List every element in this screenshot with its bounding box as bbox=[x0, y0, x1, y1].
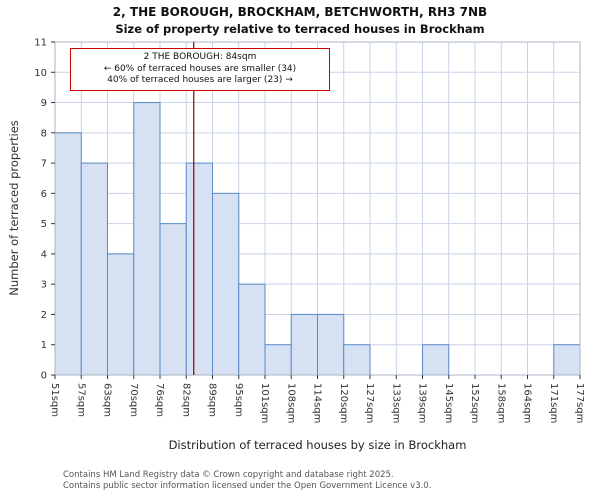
y-tick-label: 0 bbox=[41, 371, 47, 382]
chart-subtitle: Size of property relative to terraced ho… bbox=[115, 22, 485, 36]
x-tick-label: 57sqm bbox=[75, 383, 86, 417]
y-tick-label: 9 bbox=[41, 98, 47, 109]
annotation-line-larger: 40% of terraced houses are larger (23) → bbox=[107, 75, 293, 86]
y-tick-label: 3 bbox=[41, 280, 47, 291]
bar bbox=[264, 344, 292, 376]
y-tick-label: 1 bbox=[41, 340, 47, 351]
y-tick-label: 11 bbox=[34, 38, 47, 49]
y-tick-label: 5 bbox=[41, 219, 47, 230]
annotation-box: 2 THE BOROUGH: 84sqm ← 60% of terraced h… bbox=[70, 48, 330, 92]
x-axis-label: Distribution of terraced houses by size … bbox=[168, 438, 467, 452]
annotation-line-property: 2 THE BOROUGH: 84sqm bbox=[143, 52, 257, 62]
x-tick-label: 89sqm bbox=[207, 383, 218, 417]
bar bbox=[159, 223, 187, 376]
x-tick-label: 108sqm bbox=[285, 383, 296, 423]
y-tick-label: 2 bbox=[41, 310, 47, 321]
bar bbox=[317, 313, 345, 376]
chart-title: 2, THE BOROUGH, BROCKHAM, BETCHWORTH, RH… bbox=[112, 5, 488, 19]
footer-attribution-hm-land-registry: Contains HM Land Registry data © Crown c… bbox=[63, 470, 394, 480]
x-tick-label: 70sqm bbox=[128, 383, 139, 417]
x-tick-label: 145sqm bbox=[443, 383, 454, 423]
y-tick-label: 7 bbox=[41, 159, 47, 170]
x-tick-label: 114sqm bbox=[312, 383, 323, 423]
bar bbox=[553, 344, 581, 376]
x-tick-label: 82sqm bbox=[180, 383, 191, 417]
y-tick-label: 6 bbox=[41, 189, 47, 200]
annotation-line-smaller: ← 60% of terraced houses are smaller (34… bbox=[103, 63, 297, 74]
bar bbox=[343, 344, 371, 376]
x-tick-label: 133sqm bbox=[390, 383, 401, 423]
bar bbox=[185, 162, 213, 376]
bar bbox=[290, 313, 318, 376]
bar bbox=[133, 102, 161, 376]
y-tick-label: 10 bbox=[34, 68, 47, 79]
x-tick-label: 51sqm bbox=[49, 383, 60, 417]
bar bbox=[422, 344, 450, 376]
x-tick-label: 152sqm bbox=[469, 383, 480, 423]
x-tick-label: 158sqm bbox=[495, 383, 506, 423]
x-tick-label: 120sqm bbox=[338, 383, 349, 423]
x-tick-label: 127sqm bbox=[364, 383, 375, 423]
x-tick-label: 76sqm bbox=[154, 383, 165, 417]
x-tick-label: 101sqm bbox=[259, 383, 270, 423]
y-tick-label: 4 bbox=[41, 249, 47, 260]
bar bbox=[107, 253, 135, 376]
x-tick-label: 164sqm bbox=[522, 383, 533, 423]
bar bbox=[80, 162, 108, 376]
x-tick-label: 63sqm bbox=[102, 383, 113, 417]
x-tick-label: 139sqm bbox=[417, 383, 428, 423]
x-tick-label: 171sqm bbox=[548, 383, 559, 423]
x-tick-label: 95sqm bbox=[233, 383, 244, 417]
bar bbox=[212, 192, 240, 376]
y-axis-label: Number of terraced properties bbox=[7, 120, 21, 296]
bar bbox=[54, 132, 82, 376]
footer-attribution-ogl: Contains public sector information licen… bbox=[63, 481, 432, 491]
y-tick-label: 8 bbox=[41, 128, 47, 139]
bar bbox=[238, 283, 266, 376]
x-tick-label: 177sqm bbox=[574, 383, 585, 423]
